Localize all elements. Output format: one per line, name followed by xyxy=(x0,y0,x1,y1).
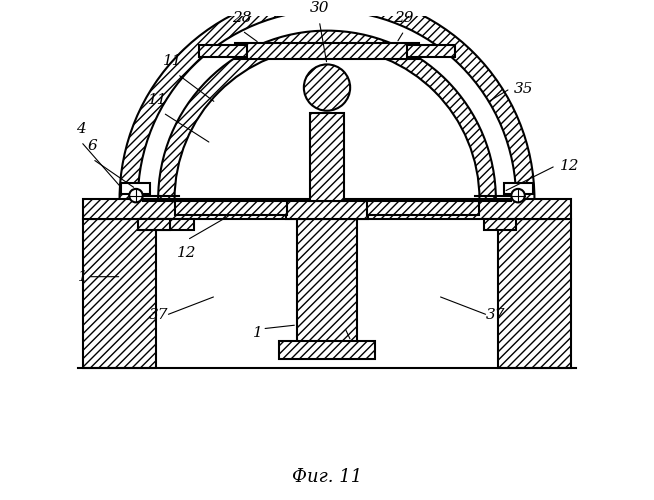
Bar xyxy=(83,219,156,368)
Bar xyxy=(286,202,368,219)
Text: 28: 28 xyxy=(232,11,252,25)
Bar xyxy=(297,219,357,344)
Text: 6: 6 xyxy=(88,139,97,153)
Text: 1: 1 xyxy=(252,326,262,340)
Text: 35: 35 xyxy=(514,82,534,96)
Bar xyxy=(279,342,375,358)
Text: 12: 12 xyxy=(177,246,197,260)
Bar xyxy=(140,219,194,230)
Bar xyxy=(175,202,288,215)
Text: 10: 10 xyxy=(335,326,354,340)
Text: 29: 29 xyxy=(394,11,414,25)
Text: 12: 12 xyxy=(560,158,579,172)
Wedge shape xyxy=(158,30,496,200)
Bar xyxy=(498,219,571,368)
Bar xyxy=(122,183,150,194)
Text: 37: 37 xyxy=(148,308,168,322)
Bar xyxy=(366,202,479,215)
Text: 11: 11 xyxy=(148,93,168,107)
Bar xyxy=(199,45,247,56)
Bar xyxy=(309,112,345,202)
Bar xyxy=(407,45,455,56)
Text: 37: 37 xyxy=(486,308,506,322)
Bar xyxy=(484,219,516,230)
Bar xyxy=(235,43,419,59)
Bar xyxy=(504,183,532,194)
Bar xyxy=(138,219,170,230)
Text: 4: 4 xyxy=(76,122,86,136)
Text: 11: 11 xyxy=(163,54,182,68)
Bar xyxy=(83,200,571,219)
Text: 1: 1 xyxy=(78,270,88,283)
Text: 30: 30 xyxy=(309,1,329,15)
Circle shape xyxy=(511,189,525,202)
Circle shape xyxy=(304,64,350,110)
Circle shape xyxy=(129,189,143,202)
Text: Фиг. 11: Фиг. 11 xyxy=(292,468,362,486)
Wedge shape xyxy=(120,0,534,200)
